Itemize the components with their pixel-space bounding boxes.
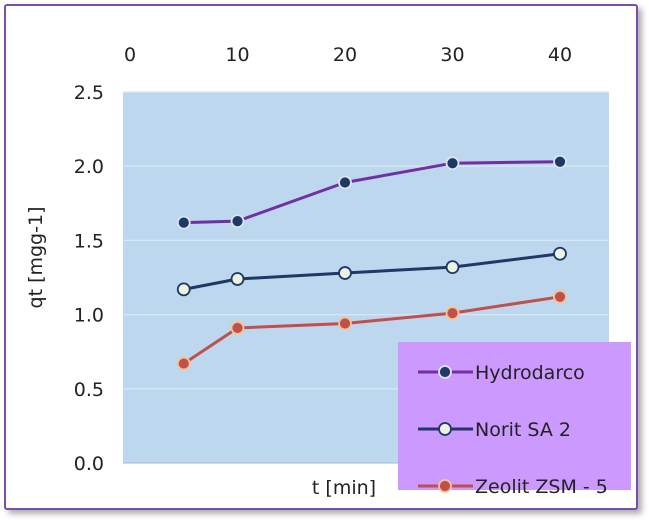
y-tick-label: 2.0 xyxy=(74,156,104,178)
x-tick-labels: 0 10 20 30 40 xyxy=(124,44,572,66)
legend-box xyxy=(398,342,631,490)
legend: Hydrodarco Norit SA 2 Zeolit ZSM - 5 xyxy=(398,342,631,498)
data-point xyxy=(338,266,352,280)
x-tick-label: 40 xyxy=(548,44,572,66)
y-tick-label: 1.0 xyxy=(74,305,104,327)
x-tick-label: 30 xyxy=(440,44,464,66)
x-axis-label: t [min] xyxy=(312,477,376,499)
series-group xyxy=(176,289,567,371)
data-point xyxy=(445,306,460,321)
series-group xyxy=(176,246,567,297)
data-point xyxy=(338,175,352,190)
series-layer xyxy=(176,154,567,371)
legend-marker xyxy=(438,365,452,379)
data-point xyxy=(445,156,460,171)
legend-marker xyxy=(438,479,452,493)
legend-label: Hydrodarco xyxy=(475,362,585,384)
legend-item: Zeolit ZSM - 5 xyxy=(418,476,608,498)
legend-item: Norit SA 2 xyxy=(418,419,571,441)
y-axis-label: qt [mgg-1] xyxy=(25,207,47,309)
data-point xyxy=(553,289,567,304)
data-point xyxy=(230,321,245,335)
data-point xyxy=(553,154,567,169)
y-tick-label: 0.5 xyxy=(74,379,104,401)
y-tick-label: 2.5 xyxy=(74,82,104,104)
legend-item: Hydrodarco xyxy=(418,362,585,384)
x-tick-label: 20 xyxy=(333,44,357,66)
legend-label: Zeolit ZSM - 5 xyxy=(475,476,608,498)
y-tick-label: 1.5 xyxy=(74,230,104,252)
legend-marker xyxy=(438,422,452,436)
y-tick-label: 0.0 xyxy=(74,453,104,475)
chart-frame: 0 10 20 30 40 0.0 0.5 1.0 1.5 2.0 2.5 qt [mgg-1] … xyxy=(4,4,638,510)
data-point xyxy=(176,282,191,297)
data-point xyxy=(338,316,352,331)
series-group xyxy=(176,154,567,230)
legend-label: Norit SA 2 xyxy=(475,419,571,441)
gridlines xyxy=(123,91,609,464)
data-point xyxy=(230,214,245,229)
y-tick-labels: 0.0 0.5 1.0 1.5 2.0 2.5 xyxy=(74,82,104,475)
data-point xyxy=(553,246,567,261)
data-point xyxy=(230,272,245,286)
data-point xyxy=(176,215,191,230)
x-tick-label: 0 xyxy=(124,44,136,66)
line-chart: 0 10 20 30 40 0.00.51.01.52.02.5 qt [mgg-1] … xyxy=(25,44,631,499)
data-point xyxy=(445,260,460,275)
data-point xyxy=(176,356,191,371)
x-tick-label: 10 xyxy=(225,44,249,66)
